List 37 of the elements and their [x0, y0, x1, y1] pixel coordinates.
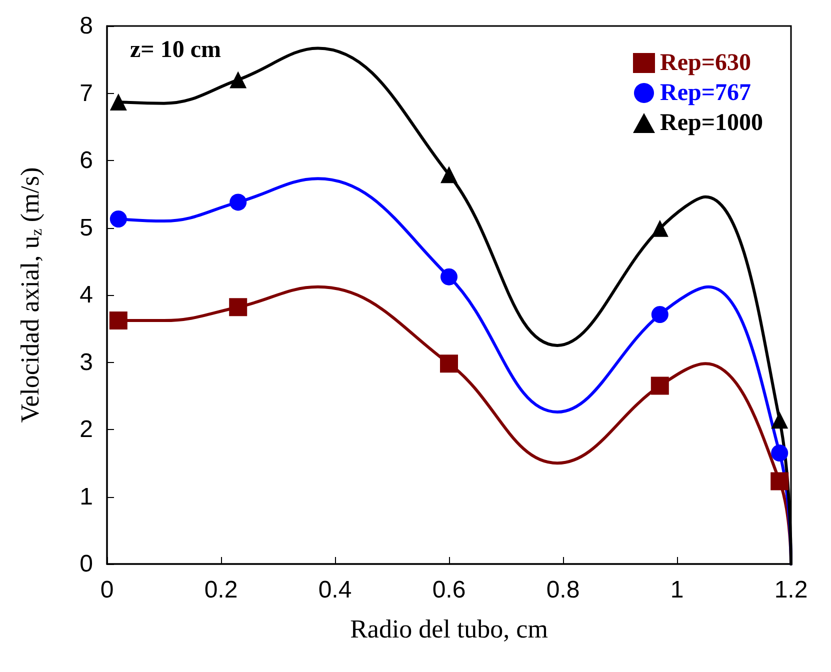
point [110, 210, 127, 228]
point [771, 444, 788, 462]
legend-label: Rep=630 [660, 50, 752, 76]
point [771, 412, 788, 429]
x-axis-title: Radio del tubo, cm [350, 614, 548, 644]
x-tick-label: 1 [670, 576, 684, 604]
y-axis-title: Velocidad axial, uz (m/s) [16, 167, 46, 423]
y-tick-label: 1 [80, 483, 93, 510]
y-tick-label: 5 [80, 214, 93, 242]
point [109, 312, 128, 330]
point [440, 268, 458, 286]
point [229, 298, 248, 316]
x-tick-label: 0 [100, 576, 114, 604]
point [651, 306, 668, 323]
annotation: z= 10 cm [130, 37, 221, 63]
y-tick-label: 2 [80, 416, 93, 443]
x-tick-label: 0.8 [546, 576, 580, 604]
point [110, 93, 127, 110]
legend-label: Rep=767 [660, 80, 752, 106]
x-tick-label: 0.2 [204, 576, 238, 604]
point [651, 220, 668, 237]
y-tick-label: 8 [80, 12, 93, 40]
point [440, 354, 458, 373]
point [650, 376, 669, 395]
y-tick-label: 4 [80, 282, 93, 308]
y-tick-label: 3 [80, 348, 93, 376]
y-tick-label: 0 [80, 550, 93, 578]
legend-label: Rep=1000 [660, 110, 764, 136]
x-tick-label: 0.4 [318, 576, 352, 604]
y-tick-label: 6 [80, 147, 93, 174]
point [440, 166, 458, 184]
x-tick-label: 1.2 [774, 576, 808, 604]
y-tick-label: 7 [80, 80, 93, 107]
x-tick-label: 0.6 [432, 576, 466, 604]
point [770, 472, 789, 490]
point [230, 194, 247, 211]
point [230, 71, 247, 88]
